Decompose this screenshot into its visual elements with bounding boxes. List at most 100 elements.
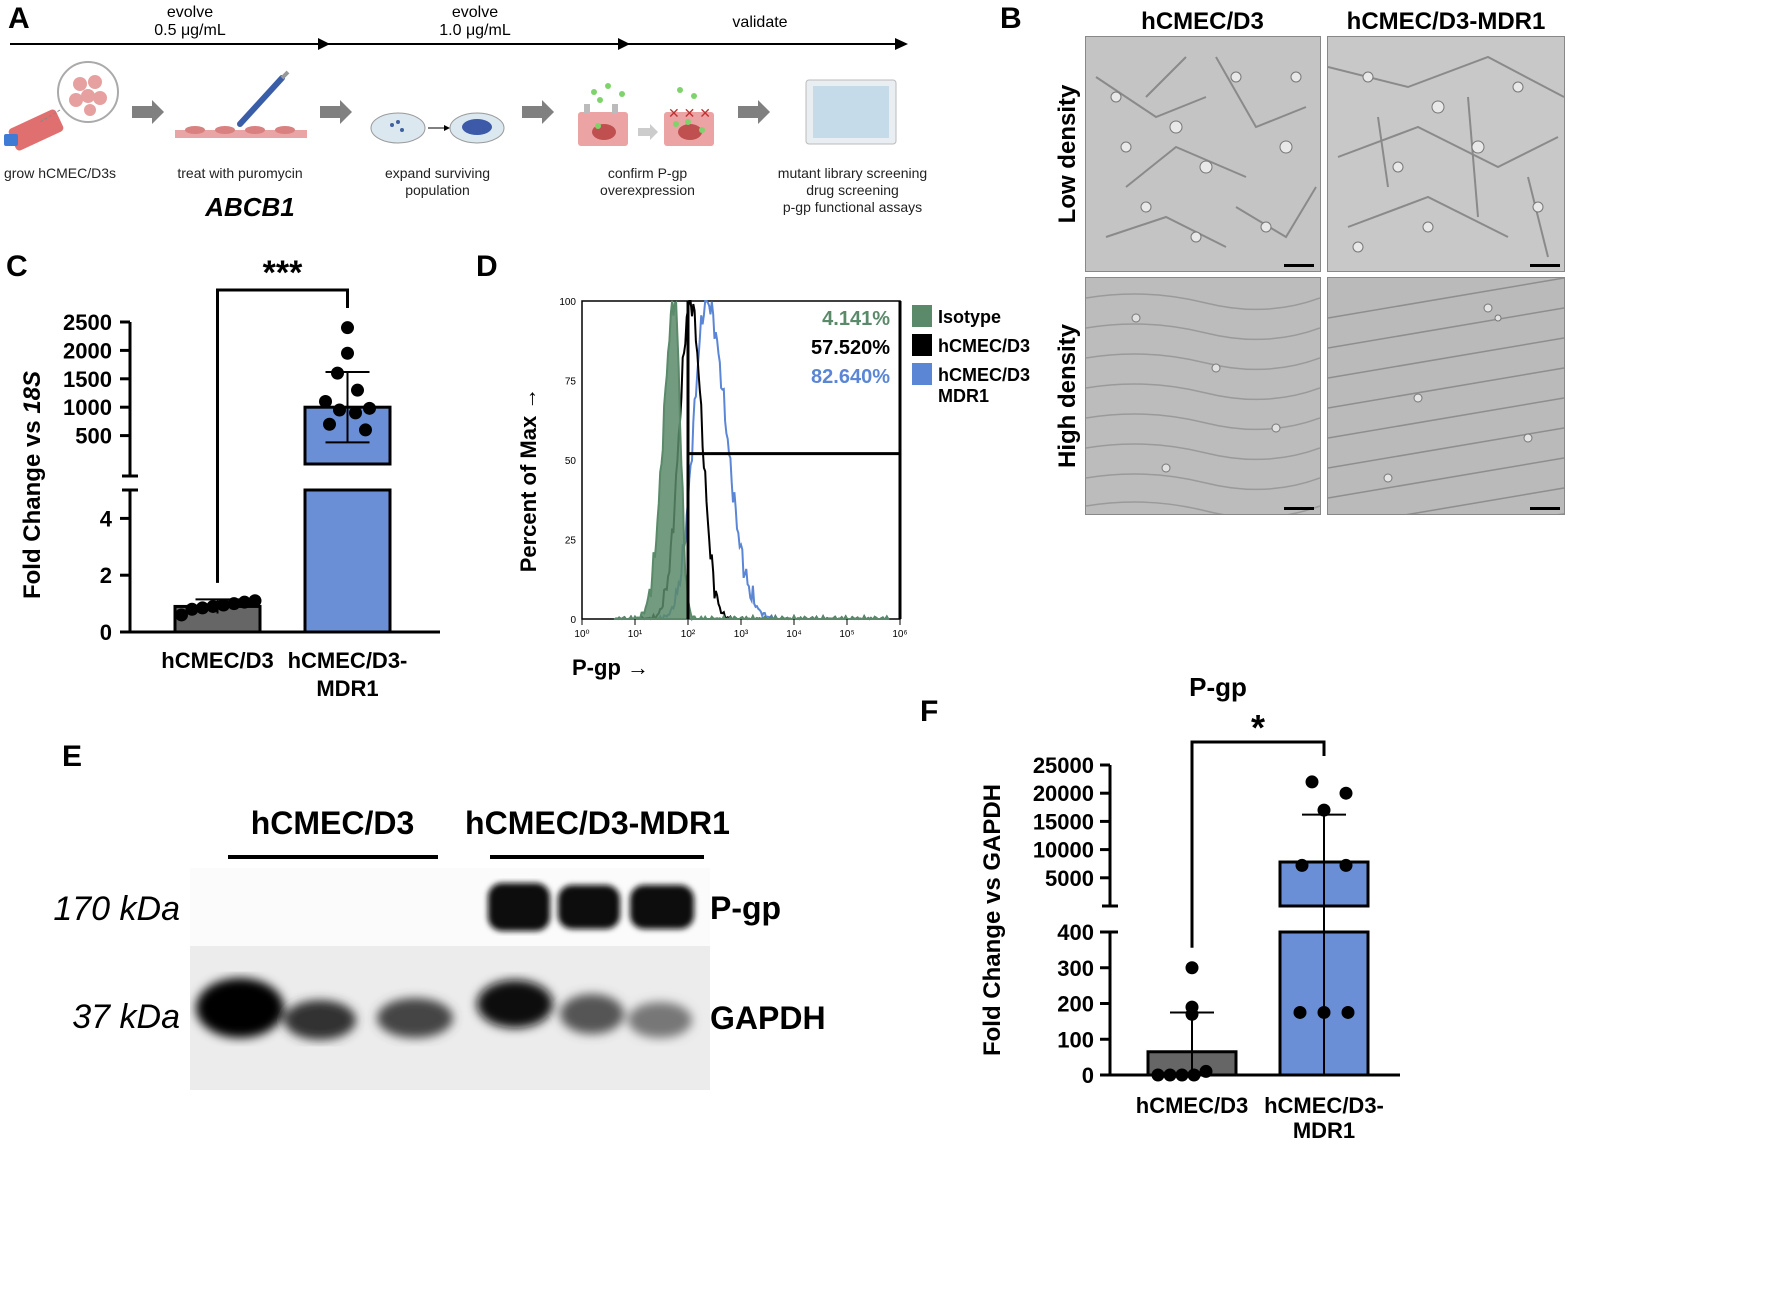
data-point (1199, 1064, 1213, 1078)
step-arrow-icon (522, 100, 554, 124)
scale-bar (1284, 264, 1314, 267)
data-point (217, 598, 230, 612)
significance-bracket (216, 288, 349, 583)
data-point (1339, 858, 1353, 872)
well-plate-icon (805, 79, 897, 145)
micrograph-high-mdr1 (1327, 277, 1565, 515)
panel-d-label: D (476, 250, 498, 283)
data-point (206, 599, 220, 613)
y-tick-label: 2500 (63, 310, 112, 335)
y-tick-label: 100 (559, 297, 576, 308)
micro-column-header: hCMEC/D3 (1141, 8, 1264, 35)
chart-f: P-gp 0 100 200 300 400 5000 10000 15000 20000 2500… (979, 672, 1400, 1140)
scale-bar (1530, 507, 1560, 510)
legend-label: Isotype (938, 307, 1001, 327)
y-tick-label: 1000 (63, 395, 112, 420)
step-arrow-icon (132, 100, 164, 124)
x-axis-label: P-gp → (572, 655, 649, 680)
blot-group-line (228, 855, 438, 859)
gapdh-bands (196, 978, 692, 1040)
y-tick-label: 2 (100, 563, 112, 588)
x-tick-label: 10⁶ (892, 629, 907, 640)
data-point (185, 602, 199, 616)
y-tick-label: 0 (100, 620, 112, 645)
data-point (319, 395, 332, 409)
data-point (323, 417, 336, 431)
timeline-arrow-1 (318, 38, 330, 50)
data-point (349, 406, 362, 420)
timeline-label-bottom: 0.5 μg/mL (154, 22, 226, 39)
y-tick-label: 15000 (1033, 809, 1094, 834)
y-tick-label: 10000 (1033, 838, 1094, 863)
western-blot (190, 868, 710, 1090)
legend-swatch (912, 334, 932, 356)
significance-bracket (1190, 740, 1326, 948)
legend-swatch (912, 363, 932, 385)
y-tick-label: 20000 (1033, 781, 1094, 806)
timeline-label-bottom: 1.0 μg/mL (439, 22, 511, 39)
chart-c: 0 2 4 500 1000 1500 2000 2500 Fold Change vs 18S… (19, 254, 440, 701)
y-tick-label: 0 (570, 615, 576, 626)
scale-bar (1530, 264, 1560, 267)
timeline-label-top: evolve (451, 4, 499, 21)
y-tick-label: 75 (565, 377, 577, 388)
flask-icon (4, 61, 119, 151)
data-point (359, 423, 372, 437)
bar (303, 488, 392, 634)
step-caption: grow hCMEC/D3s (3, 165, 117, 181)
blot-group-label: hCMEC/D3-MDR1 (465, 805, 730, 841)
band-name-label: GAPDH (710, 1000, 826, 1036)
gate-percent: 57.520% (811, 337, 890, 359)
micro-column-header: hCMEC/D3-MDR1 (1346, 8, 1546, 35)
timeline-label-3: validate (732, 14, 788, 31)
y-tick-label: 25 (565, 536, 577, 547)
data-point (1151, 1068, 1165, 1082)
y-tick-label: 0 (1082, 1063, 1094, 1088)
y-tick-label: 5000 (1045, 866, 1094, 891)
micrograph-low-mdr1 (1327, 36, 1565, 272)
legend-swatch (912, 305, 932, 327)
data-point (351, 383, 364, 397)
panel-e-label: E (62, 740, 83, 773)
data-point (1295, 858, 1309, 872)
step-caption: mutant library screening drug screening … (777, 165, 928, 215)
data-point (1317, 803, 1331, 817)
data-point (1305, 775, 1319, 789)
data-point (331, 366, 344, 380)
timeline-label-1: evolve 0.5 μg/mL (130, 4, 250, 40)
legend-label: MDR1 (938, 386, 989, 406)
step-caption: treat with puromycin (177, 165, 303, 181)
data-point (1339, 786, 1353, 800)
legend-label: hCMEC/D3 (938, 336, 1030, 356)
micrograph-high-d3 (1085, 277, 1321, 515)
plot-frame (581, 300, 901, 620)
y-tick-label: 50 (565, 456, 577, 467)
x-tick-label: hCMEC/D3 (1136, 1093, 1248, 1118)
micro-row-label: Low density (1054, 84, 1081, 224)
x-tick-label: MDR1 (316, 676, 378, 701)
x-tick-label: 10⁵ (839, 629, 854, 640)
svg-text:✕ ✕ ✕: ✕ ✕ ✕ (668, 105, 711, 121)
step-caption: confirm P-gp overexpression (600, 165, 695, 198)
data-point (1341, 1005, 1355, 1019)
x-tick-label: 10¹ (628, 629, 643, 640)
micrograph-low-d3 (1085, 36, 1321, 272)
data-point (1163, 1068, 1177, 1082)
data-point (341, 321, 354, 335)
x-tick-label: MDR1 (1293, 1118, 1355, 1140)
data-point (238, 595, 251, 609)
panel-a-label: A (8, 2, 30, 35)
y-tick-label: 100 (1057, 1027, 1094, 1052)
significance-label: * (1251, 707, 1265, 748)
data-point (175, 608, 188, 622)
y-axis-label: Fold Change vs 18S (19, 371, 46, 599)
histogram-isotype (613, 300, 890, 622)
gate-percent: 82.640% (811, 366, 890, 388)
chart-title: P-gp (1189, 672, 1247, 702)
data-point (1185, 961, 1199, 975)
data-point (248, 594, 262, 608)
y-tick-label: 4 (100, 506, 113, 531)
y-tick-label: 2000 (63, 338, 112, 363)
timeline-arrow-3 (895, 38, 908, 50)
timeline-label-top: evolve (166, 4, 214, 21)
